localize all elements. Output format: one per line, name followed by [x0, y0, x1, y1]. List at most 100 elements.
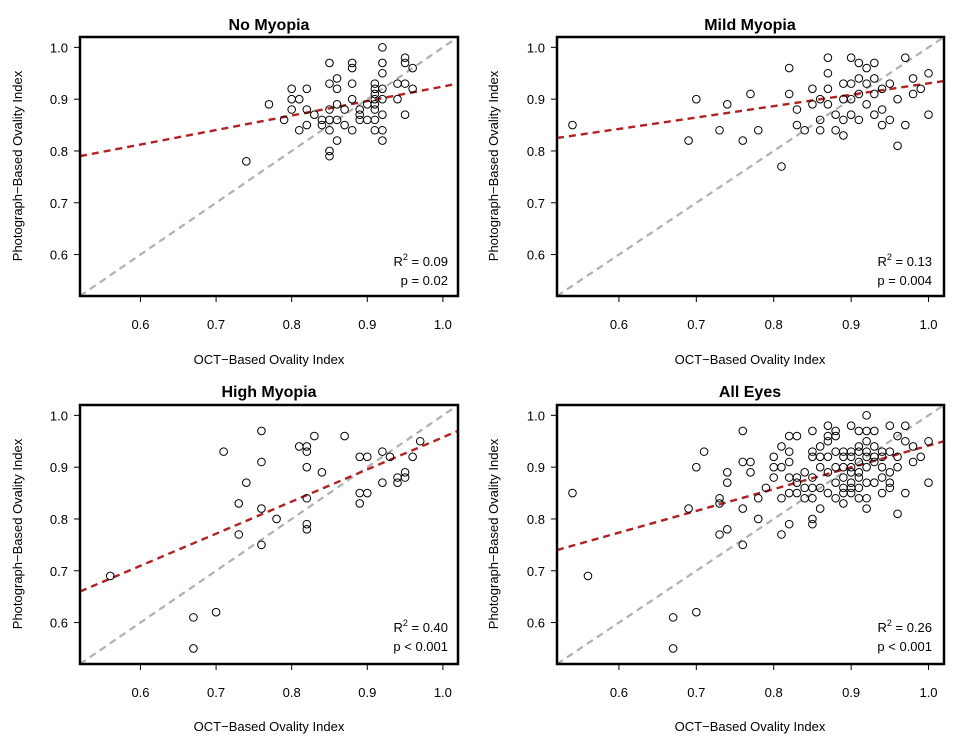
- data-point: [862, 493, 871, 503]
- y-tick-label: 1.0: [527, 408, 545, 423]
- r-squared-label: R2 = 0.26: [877, 618, 932, 635]
- data-point: [839, 131, 848, 140]
- x-tick-label: 0.9: [842, 317, 860, 332]
- data-point: [302, 493, 312, 503]
- r-squared-label: R2 = 0.13: [877, 252, 932, 269]
- data-point: [808, 426, 817, 436]
- data-point: [839, 79, 848, 88]
- data-point: [831, 462, 840, 472]
- plot-frame: [555, 35, 946, 298]
- data-point: [738, 457, 748, 467]
- p-value-label: p < 0.001: [877, 639, 932, 654]
- x-tick-label: 1.0: [434, 317, 452, 332]
- y-tick-label: 1.0: [50, 40, 68, 55]
- data-point: [355, 452, 365, 462]
- data-point: [808, 473, 817, 482]
- y-tick-label: 0.9: [50, 92, 68, 107]
- x-tick-label: 0.6: [610, 317, 628, 332]
- data-point: [370, 115, 380, 125]
- data-point: [870, 478, 879, 488]
- data-point: [808, 452, 817, 462]
- data-point: [302, 442, 312, 451]
- data-point: [325, 58, 334, 68]
- data-point: [400, 468, 410, 477]
- data-point: [370, 100, 380, 109]
- data-point: [362, 115, 372, 125]
- data-point: [870, 442, 879, 451]
- y-tick-label: 0.6: [50, 248, 68, 263]
- y-axis-label: Photograph−Based Ovality Index: [486, 438, 501, 629]
- data-point: [393, 478, 402, 488]
- data-point: [831, 431, 840, 441]
- data-point: [784, 473, 794, 482]
- data-point: [761, 483, 771, 493]
- identity-line: [80, 37, 458, 296]
- data-point: [854, 426, 864, 436]
- data-point: [325, 151, 334, 161]
- x-tick-label: 0.9: [358, 685, 376, 700]
- data-point: [792, 431, 802, 441]
- data-point: [839, 452, 848, 462]
- data-point: [823, 100, 833, 109]
- data-point: [355, 499, 365, 508]
- data-point: [393, 94, 402, 104]
- r-squared-label: R2 = 0.40: [393, 618, 448, 635]
- data-point: [792, 120, 802, 130]
- data-point: [846, 462, 856, 472]
- data-point: [355, 110, 365, 119]
- identity-line: [557, 405, 944, 664]
- data-point: [924, 478, 933, 488]
- panel-high-myopia: High Myopia Photograph−Based Ovality Ind…: [10, 384, 460, 734]
- data-point: [854, 58, 864, 68]
- data-point: [211, 607, 221, 617]
- data-point: [877, 84, 887, 94]
- x-tick-label: 0.6: [131, 685, 149, 700]
- data-point: [846, 79, 856, 88]
- plot-frame: [555, 403, 946, 666]
- y-tick-label: 0.6: [527, 248, 545, 263]
- data-point: [738, 540, 748, 550]
- data-point: [325, 125, 334, 135]
- data-point: [839, 499, 848, 508]
- data-point: [378, 68, 387, 78]
- data-point: [317, 115, 327, 125]
- x-tick-label: 0.9: [358, 317, 376, 332]
- data-point: [340, 120, 349, 130]
- data-point: [846, 452, 856, 462]
- data-point: [777, 493, 786, 503]
- data-point: [893, 462, 902, 472]
- data-point: [393, 79, 402, 88]
- data-point: [808, 483, 817, 493]
- data-point: [885, 421, 895, 431]
- data-point: [302, 84, 312, 94]
- data-point: [234, 530, 244, 539]
- data-point: [378, 94, 387, 104]
- data-point: [916, 452, 926, 462]
- panel-title: Mild Myopia: [704, 17, 796, 34]
- data-point: [862, 79, 871, 88]
- data-point: [815, 462, 825, 472]
- panel-all-eyes: All Eyes Photograph−Based Ovality Index …: [486, 384, 946, 734]
- data-point: [854, 442, 864, 451]
- data-point: [332, 136, 342, 145]
- data-point: [885, 478, 895, 488]
- data-point: [877, 462, 887, 472]
- data-point: [901, 53, 910, 63]
- data-point: [831, 110, 840, 119]
- data-point: [893, 431, 902, 441]
- data-point: [784, 89, 794, 99]
- data-point: [722, 478, 732, 488]
- data-point: [846, 53, 856, 63]
- y-axis-label: Photograph−Based Ovality Index: [10, 70, 25, 261]
- panel-title: High Myopia: [221, 384, 316, 401]
- data-point: [568, 488, 577, 498]
- data-point: [870, 110, 879, 119]
- data-point: [854, 483, 864, 493]
- data-point: [870, 74, 879, 83]
- data-point: [242, 157, 251, 166]
- y-tick-label: 1.0: [527, 40, 545, 55]
- data-point: [385, 452, 395, 462]
- y-tick-label: 0.8: [527, 144, 545, 159]
- data-point: [332, 74, 342, 83]
